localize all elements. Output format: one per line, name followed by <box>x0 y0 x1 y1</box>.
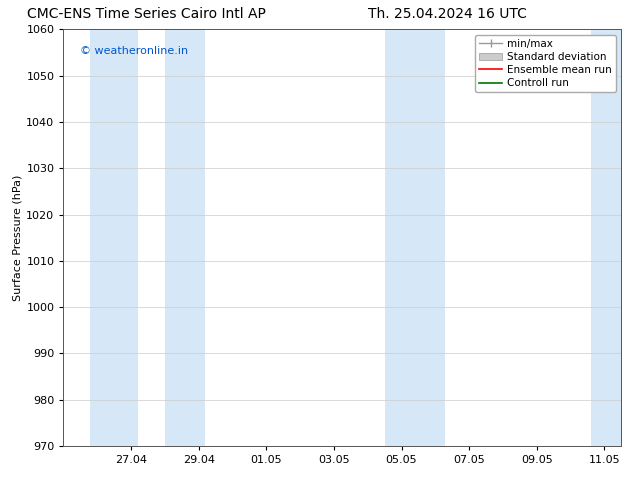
Text: CMC-ENS Time Series Cairo Intl AP: CMC-ENS Time Series Cairo Intl AP <box>27 7 266 22</box>
Y-axis label: Surface Pressure (hPa): Surface Pressure (hPa) <box>12 174 22 301</box>
Bar <box>91 29 138 446</box>
Text: Th. 25.04.2024 16 UTC: Th. 25.04.2024 16 UTC <box>368 7 527 22</box>
Bar <box>165 29 205 446</box>
Bar <box>385 29 446 446</box>
Legend: min/max, Standard deviation, Ensemble mean run, Controll run: min/max, Standard deviation, Ensemble me… <box>475 35 616 92</box>
Bar <box>591 29 621 446</box>
Text: © weatheronline.in: © weatheronline.in <box>80 46 188 56</box>
